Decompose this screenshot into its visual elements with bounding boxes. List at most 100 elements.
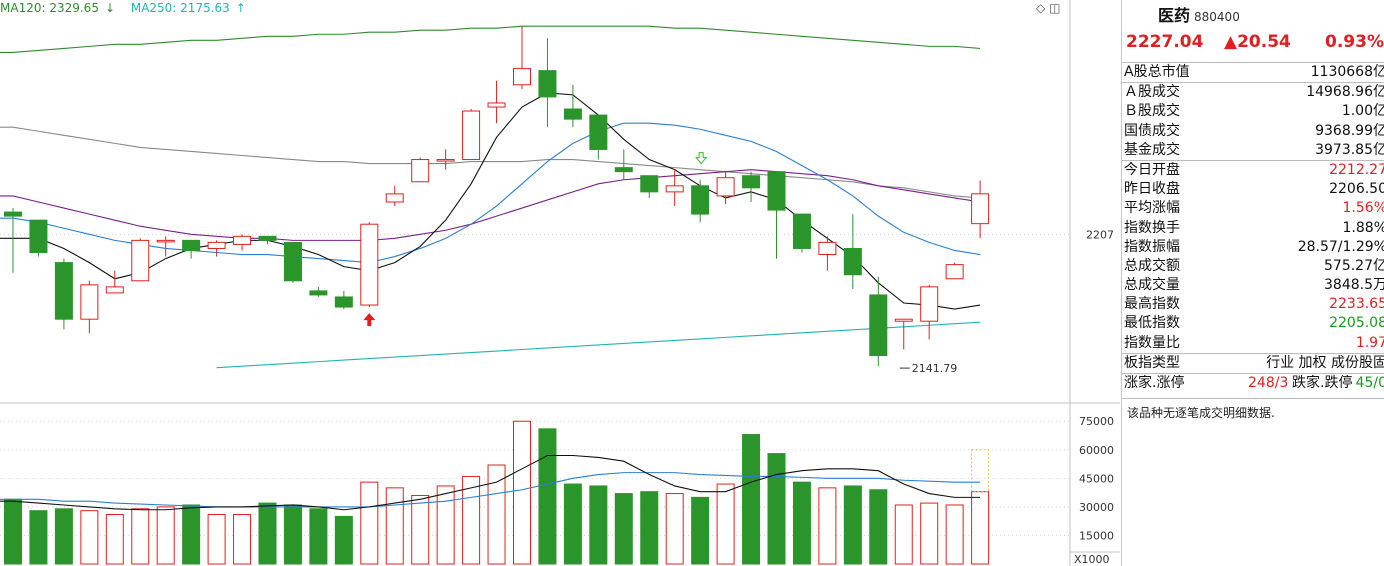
- index-title: 医药 880400: [1158, 6, 1240, 25]
- stat-label: 最高指数: [1124, 296, 1180, 313]
- sell-signal-arrow: [695, 152, 708, 165]
- volume-bar: [767, 453, 786, 565]
- stat-label: 指数量比: [1124, 334, 1180, 351]
- stat-value: 3848.5万: [1324, 277, 1384, 294]
- chart-tools: ◇ ◫: [1036, 1, 1060, 15]
- candle-body: [945, 264, 964, 280]
- ma120-legend: MA120: 2329.65 ↓: [0, 1, 116, 15]
- stat-row: A股总市值 1130668亿: [1122, 62, 1384, 82]
- stat-value: 28.57/1.29%: [1297, 238, 1384, 255]
- stat-label: 指数振幅: [1124, 238, 1180, 255]
- candle-body: [665, 185, 684, 193]
- volume-bar: [80, 510, 99, 565]
- quote-panel: 医药 880400 2227.04 ▲20.54 0.93% A股总市值 11306…: [1121, 0, 1384, 566]
- volume-bar: [614, 493, 633, 565]
- candle-body: [29, 219, 48, 254]
- volume-bar: [513, 420, 531, 565]
- stat-value: 575.27亿: [1324, 257, 1384, 274]
- volume-bar: [563, 483, 582, 565]
- volume-tick-label: 75000: [1079, 415, 1114, 428]
- ma5-line: [0, 92, 981, 310]
- stat-value: 2233.65: [1329, 296, 1384, 313]
- change-percent: 0.93%: [1325, 32, 1384, 52]
- candle-body: [640, 175, 659, 193]
- stat-row: 指数换手 1.88%: [1122, 219, 1384, 238]
- volume-bar: [920, 502, 939, 565]
- candle-body: [233, 235, 252, 245]
- volume-ma5-line: [0, 454, 981, 511]
- volume-tick-label: 45000: [1079, 472, 1114, 485]
- candle-body: [894, 318, 913, 322]
- ma120-line: [0, 25, 981, 53]
- volume-bar: [360, 481, 379, 565]
- stat-label: Ｂ股成交: [1124, 103, 1180, 120]
- candle-body: [207, 241, 226, 249]
- stat-value: 2212.27: [1329, 161, 1384, 178]
- candle-body: [487, 102, 506, 108]
- volume-bar: [207, 514, 226, 565]
- volume-bar: [971, 491, 990, 565]
- candle-body: [131, 239, 150, 282]
- ma10-line: [0, 122, 981, 264]
- candle-body: [360, 223, 379, 306]
- volume-bar: [589, 485, 608, 565]
- stat-label: Ａ股成交: [1124, 84, 1180, 101]
- candle-body: [513, 68, 531, 86]
- up-count: 248/3: [1248, 375, 1289, 391]
- candle-body: [589, 114, 608, 150]
- volume-bar: [538, 428, 557, 565]
- stats-table: A股总市值 1130668亿 Ａ股成交 14968.96亿 Ｂ股成交 1.00亿 国债成交 9…: [1122, 62, 1384, 393]
- change-value: ▲20.54: [1224, 32, 1291, 52]
- candle-body: [614, 167, 633, 173]
- candle-body: [716, 177, 735, 197]
- stat-value: 1.88%: [1342, 219, 1384, 236]
- stat-row: 涨家.涨停 248/3 跌家.跌停 45/0: [1122, 373, 1384, 393]
- diamond-icon[interactable]: ◇: [1036, 1, 1046, 15]
- volume-bar: [258, 502, 277, 565]
- volume-bar: [843, 485, 862, 565]
- candle-body: [156, 239, 175, 243]
- stat-value: 行业 加权 成份股固: [1266, 354, 1384, 371]
- ma250-legend: MA250: 2175.63 ↑: [130, 1, 246, 15]
- window-icon[interactable]: ◫: [1049, 1, 1061, 15]
- stat-value: 2206.50: [1329, 181, 1384, 198]
- volume-bar: [283, 504, 302, 565]
- stat-row: 今日开盘 2212.27: [1122, 159, 1384, 180]
- kline-chart[interactable]: 2207 75000 60000 45000 30000 15000 X1000 2141.7…: [0, 0, 1120, 566]
- stat-label: 国债成交: [1124, 122, 1180, 139]
- buy-signal-arrow: [363, 313, 376, 327]
- volume-bar: [945, 504, 964, 565]
- volume-bar: [716, 483, 735, 565]
- candle-body: [309, 290, 328, 296]
- volume-bar: [665, 493, 684, 565]
- stat-row: 基金成交 3973.85亿: [1122, 141, 1384, 160]
- volume-bar: [54, 508, 73, 565]
- volume-bar: [436, 485, 455, 565]
- stat-row: Ｂ股成交 1.00亿: [1122, 102, 1384, 121]
- candle-body: [436, 159, 455, 162]
- stat-row: 指数量比 1.97: [1122, 334, 1384, 353]
- price-tick-label: 2207: [1086, 228, 1114, 241]
- volume-bar: [640, 491, 659, 565]
- stat-value: 3973.85亿: [1315, 141, 1384, 158]
- volume-tick-label: 60000: [1079, 444, 1114, 457]
- chart-canvas: 2207 75000 60000 45000 30000 15000 X1000 2141.7…: [0, 0, 1120, 566]
- stat-row: 平均涨幅 1.56%: [1122, 199, 1384, 218]
- stat-label: 板指类型: [1124, 354, 1180, 371]
- stat-value: 1.00亿: [1341, 103, 1384, 120]
- ma20-line: [0, 169, 981, 241]
- stat-row: 总成交额 575.27亿: [1122, 257, 1384, 276]
- volume-bar: [4, 498, 22, 565]
- volume-bar: [411, 494, 430, 565]
- stat-row: 指数振幅 28.57/1.29%: [1122, 238, 1384, 257]
- volume-unit-label: X1000: [1074, 553, 1110, 566]
- ma250-line: [216, 321, 981, 369]
- stat-value: 1.56%: [1342, 200, 1384, 217]
- volume-bar: [105, 514, 124, 565]
- stat-row: 国债成交 9368.99亿: [1122, 122, 1384, 141]
- stat-label: 平均涨幅: [1124, 200, 1180, 217]
- low-price-label: 2141.79: [912, 362, 958, 375]
- stat-value: 1.97: [1355, 334, 1384, 351]
- stat-label: 今日开盘: [1124, 161, 1180, 178]
- candle-body: [411, 159, 430, 183]
